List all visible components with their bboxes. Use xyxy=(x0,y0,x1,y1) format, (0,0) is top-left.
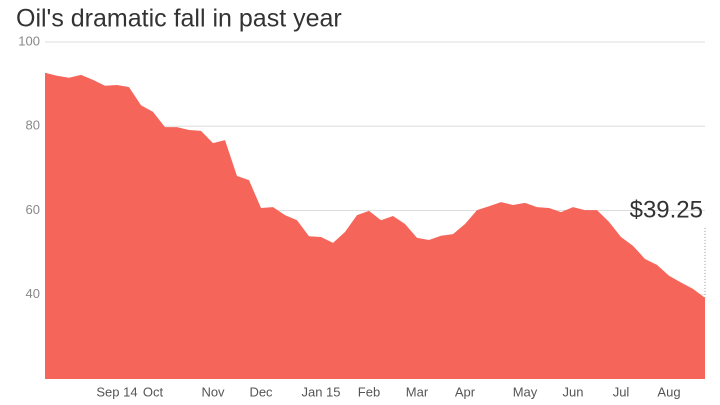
y-tick-label: 40 xyxy=(26,286,40,301)
x-tick-label: Feb xyxy=(358,384,380,399)
y-tick-label: 80 xyxy=(26,118,40,133)
x-tick-label: Jun xyxy=(563,384,584,399)
x-tick-label: Dec xyxy=(249,384,273,399)
area xyxy=(45,72,705,379)
x-tick-label: Aug xyxy=(657,384,680,399)
x-tick-label: Nov xyxy=(201,384,225,399)
x-tick-label: Apr xyxy=(455,384,476,399)
x-tick-label: Sep 14 xyxy=(96,384,137,399)
x-tick-label: Jan 15 xyxy=(301,384,340,399)
x-tick-label: Jul xyxy=(613,384,630,399)
y-tick-label: 100 xyxy=(18,33,40,48)
x-tick-label: May xyxy=(513,384,538,399)
chart-title: Oil's dramatic fall in past year xyxy=(16,5,342,33)
y-tick-label: 60 xyxy=(26,202,40,217)
x-tick-label: Mar xyxy=(406,384,429,399)
x-tick-label: Oct xyxy=(143,384,164,399)
value-label: $39.25 xyxy=(630,196,703,223)
